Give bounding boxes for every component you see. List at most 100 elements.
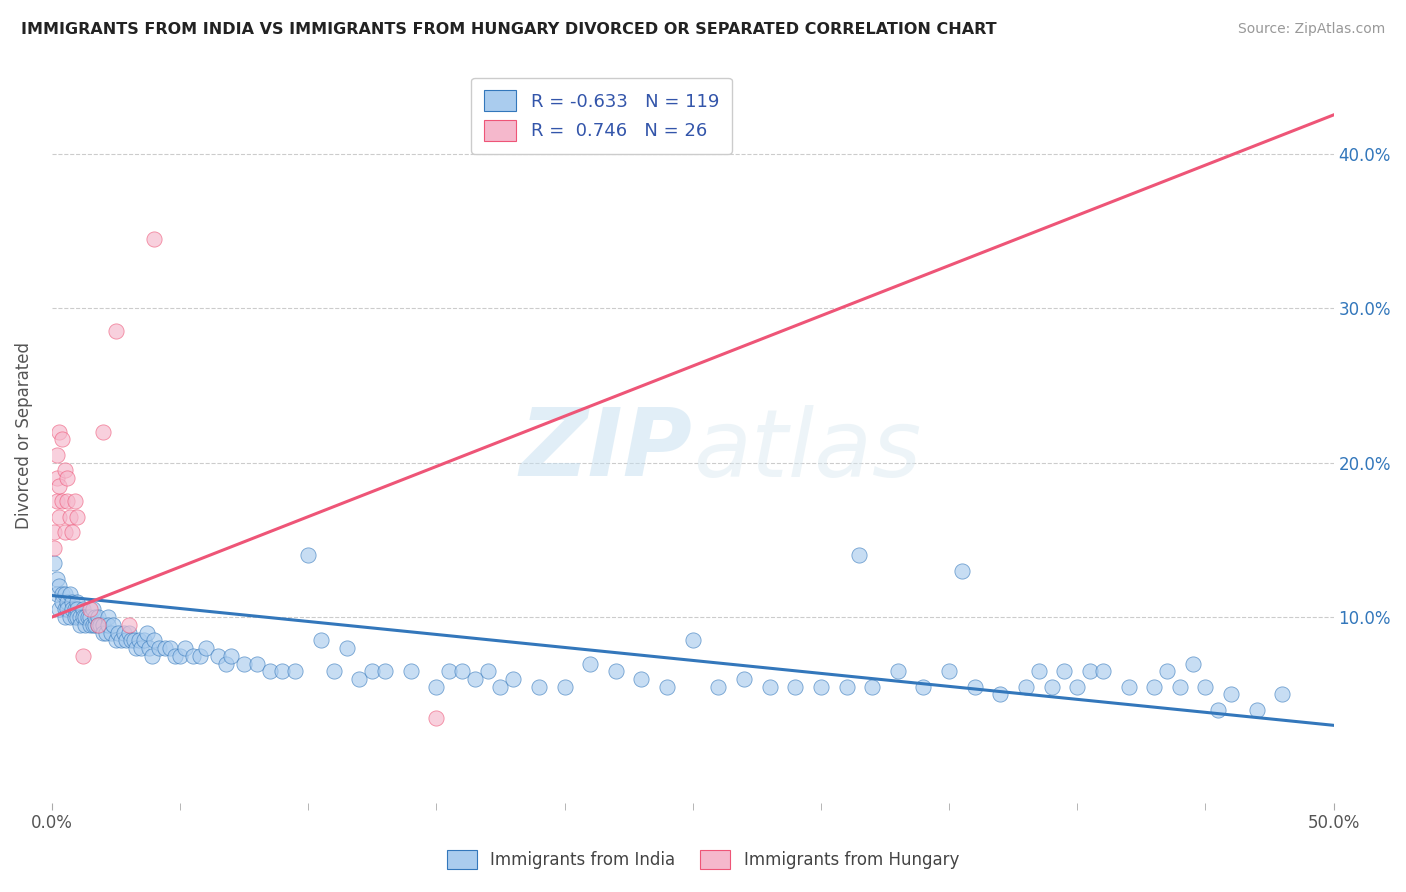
- Point: [141, 648, 163, 663]
- Legend: R = -0.633   N = 119, R =  0.746   N = 26: R = -0.633 N = 119, R = 0.746 N = 26: [471, 78, 731, 153]
- Point: [1194, 680, 1216, 694]
- Point: [451, 665, 474, 679]
- Point: [79, 610, 101, 624]
- Point: [48, 579, 70, 593]
- Point: [848, 549, 870, 563]
- Point: [1220, 687, 1243, 701]
- Point: [169, 648, 191, 663]
- Point: [104, 633, 127, 648]
- Point: [1206, 703, 1229, 717]
- Point: [489, 680, 512, 694]
- Point: [758, 680, 780, 694]
- Point: [912, 680, 935, 694]
- Point: [56, 602, 79, 616]
- Point: [122, 633, 145, 648]
- Point: [128, 633, 150, 648]
- Point: [437, 665, 460, 679]
- Point: [163, 648, 186, 663]
- Point: [51, 433, 73, 447]
- Point: [579, 657, 602, 671]
- Point: [56, 595, 79, 609]
- Point: [51, 494, 73, 508]
- Point: [1143, 680, 1166, 694]
- Point: [938, 665, 960, 679]
- Point: [1078, 665, 1101, 679]
- Point: [48, 602, 70, 616]
- Point: [59, 587, 82, 601]
- Point: [143, 231, 166, 245]
- Point: [785, 680, 807, 694]
- Point: [84, 618, 107, 632]
- Point: [48, 425, 70, 439]
- Point: [66, 595, 89, 609]
- Point: [143, 633, 166, 648]
- Point: [75, 618, 97, 632]
- Point: [82, 602, 104, 616]
- Point: [53, 610, 76, 624]
- Point: [1091, 665, 1114, 679]
- Point: [66, 610, 89, 624]
- Point: [374, 665, 396, 679]
- Point: [48, 509, 70, 524]
- Point: [45, 448, 67, 462]
- Point: [91, 625, 114, 640]
- Point: [94, 625, 117, 640]
- Point: [810, 680, 832, 694]
- Point: [148, 641, 170, 656]
- Point: [87, 610, 110, 624]
- Point: [132, 633, 155, 648]
- Point: [53, 587, 76, 601]
- Text: Source: ZipAtlas.com: Source: ZipAtlas.com: [1237, 22, 1385, 37]
- Point: [1246, 703, 1268, 717]
- Point: [259, 665, 281, 679]
- Point: [138, 641, 160, 656]
- Point: [1156, 665, 1178, 679]
- Point: [349, 672, 371, 686]
- Point: [72, 610, 94, 624]
- Point: [194, 641, 217, 656]
- Point: [1181, 657, 1204, 671]
- Point: [97, 610, 120, 624]
- Point: [100, 625, 122, 640]
- Point: [835, 680, 858, 694]
- Point: [91, 425, 114, 439]
- Point: [135, 625, 157, 640]
- Point: [118, 618, 141, 632]
- Point: [159, 641, 181, 656]
- Point: [181, 648, 204, 663]
- Point: [125, 641, 148, 656]
- Point: [84, 610, 107, 624]
- Point: [69, 610, 91, 624]
- Point: [1053, 665, 1076, 679]
- Point: [53, 602, 76, 616]
- Point: [297, 549, 319, 563]
- Text: ZIP: ZIP: [520, 404, 693, 496]
- Point: [45, 471, 67, 485]
- Point: [60, 595, 83, 609]
- Point: [87, 618, 110, 632]
- Point: [190, 648, 212, 663]
- Point: [464, 672, 486, 686]
- Point: [527, 680, 550, 694]
- Point: [112, 625, 135, 640]
- Point: [75, 610, 97, 624]
- Point: [553, 680, 575, 694]
- Point: [399, 665, 422, 679]
- Point: [72, 602, 94, 616]
- Point: [309, 633, 332, 648]
- Point: [233, 657, 256, 671]
- Point: [110, 633, 132, 648]
- Point: [425, 680, 447, 694]
- Point: [63, 602, 86, 616]
- Point: [153, 641, 176, 656]
- Point: [97, 618, 120, 632]
- Point: [51, 587, 73, 601]
- Point: [1040, 680, 1063, 694]
- Point: [59, 509, 82, 524]
- Point: [107, 625, 129, 640]
- Point: [56, 494, 79, 508]
- Point: [118, 625, 141, 640]
- Point: [56, 471, 79, 485]
- Point: [76, 610, 98, 624]
- Point: [605, 665, 627, 679]
